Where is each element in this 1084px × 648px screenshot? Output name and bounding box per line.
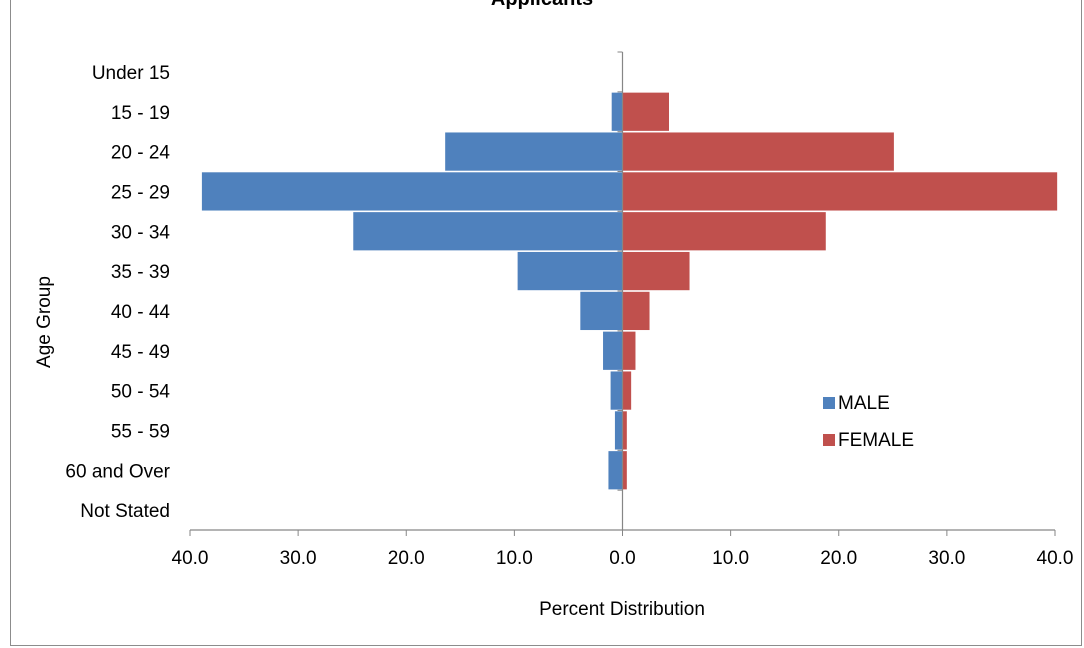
category-label: 45 - 49 [111,342,170,363]
x-tick-label: 40.0 [1037,548,1074,569]
x-tick-label: 0.0 [609,548,635,569]
bar-male-1 [611,92,623,131]
bar-female-9 [622,411,627,450]
bar-male-10 [608,451,623,490]
labels-group: Under 15 15 - 19 20 - 24 25 - 29 30 - 34 35 -… [34,63,1073,620]
x-tick-label: 10.0 [496,548,533,569]
y-axis-title: Age Group [34,276,55,368]
bar-male-6 [580,291,623,331]
legend-label-male: MALE [838,393,890,414]
category-label: 20 - 24 [111,143,171,164]
category-label: 55 - 59 [111,421,170,442]
bar-female-3 [622,172,1058,211]
category-label: 15 - 19 [111,103,170,124]
x-tick-label: 20.0 [820,548,857,569]
bar-female-4 [622,212,826,251]
chart-frame [10,0,1082,646]
x-tick-label: 10.0 [712,548,749,569]
legend-swatch-female [823,434,835,446]
bar-male-8 [610,371,623,410]
legend-label-female: FEMALE [838,430,914,451]
chart-title: Applicants [0,0,1084,11]
bar-female-7 [622,331,636,370]
bar-female-2 [622,132,894,171]
category-label: 25 - 29 [111,182,170,203]
bar-male-3 [201,172,623,211]
legend: MALE FEMALE [823,393,914,451]
bar-male-7 [603,331,623,370]
bar-male-4 [353,212,623,251]
bar-male-5 [517,251,623,291]
bar-male-2 [445,132,623,171]
x-tick-label: 20.0 [388,548,425,569]
bar-female-10 [622,451,627,490]
legend-swatch-male [823,397,835,409]
axes-group [189,51,1056,536]
bars-group [201,92,1058,490]
bar-male-9 [614,411,623,450]
category-label: 60 and Over [65,461,170,482]
category-label: Under 15 [92,63,170,84]
bar-female-1 [622,92,669,131]
category-label: 35 - 39 [111,262,170,283]
bar-female-5 [622,251,690,291]
category-label: Not Stated [80,501,170,522]
category-label: 40 - 44 [111,302,171,323]
x-tick-label: 40.0 [172,548,209,569]
bar-female-6 [622,291,650,331]
category-label: 30 - 34 [111,222,171,243]
x-tick-label: 30.0 [280,548,317,569]
x-tick-label: 30.0 [928,548,965,569]
x-axis-title: Percent Distribution [539,599,705,620]
bar-female-8 [622,371,632,410]
category-label: 50 - 54 [111,382,171,403]
